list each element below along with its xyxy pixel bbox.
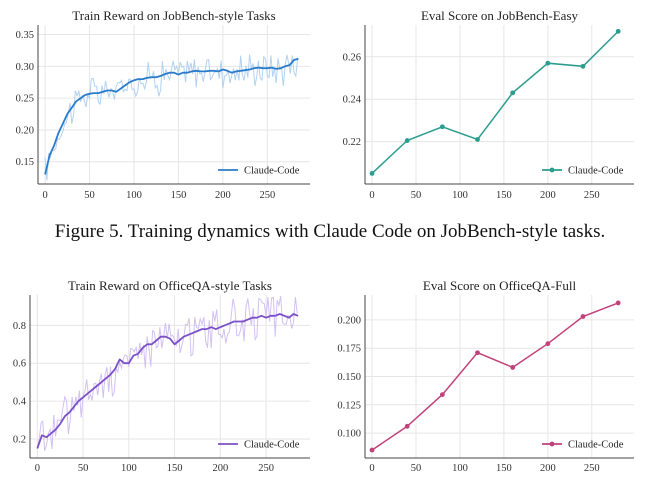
x-tick-label: 50 [84, 190, 95, 201]
data-point [510, 90, 516, 96]
x-tick-label: 0 [369, 463, 374, 474]
x-tick-label: 200 [212, 463, 228, 474]
data-point [404, 423, 410, 429]
series-line-claude-code [371, 302, 619, 451]
plot-area [38, 25, 310, 184]
x-tick-label: 150 [171, 190, 187, 201]
x-tick-label: 150 [167, 463, 183, 474]
chart-title: Train Reward on OfficeQA-style Tasks [68, 278, 272, 293]
data-point [404, 138, 410, 143]
data-point [545, 341, 551, 347]
data-point [545, 60, 551, 66]
x-tick-label: 200 [540, 463, 556, 474]
x-tick-label: 250 [584, 190, 600, 201]
chart-eval-officeqa-full: Eval Score on OfficeQA-Full 0 50 100 150 200 2… [330, 270, 660, 483]
y-tick-label: 0.26 [343, 52, 361, 63]
data-point [439, 392, 445, 398]
x-tick-label: 50 [411, 463, 422, 474]
chart-train-officeqa: Train Reward on OfficeQA-style Tasks 0 50 1… [0, 270, 330, 483]
y-tick-label: 0.15 [16, 157, 34, 168]
y-tick-label: 0.6 [13, 359, 26, 370]
y-tick-label: 0.125 [337, 400, 361, 411]
series-line-claude-code [36, 313, 299, 449]
y-tick-label: 0.22 [343, 137, 361, 148]
y-tick-label: 0.35 [16, 30, 34, 41]
x-tick-label: 250 [584, 463, 600, 474]
x-tick-label: 200 [215, 190, 231, 201]
x-tick-label: 150 [496, 463, 512, 474]
y-tick-label: 0.100 [337, 429, 361, 440]
data-point [475, 137, 480, 142]
data-point [580, 63, 586, 69]
series-line-claude-code [371, 30, 619, 174]
y-tick-label: 0.200 [337, 315, 361, 326]
figure-caption: Figure 5. Training dynamics with Claude … [54, 221, 606, 242]
x-tick-label: 100 [452, 463, 468, 474]
y-tick-label: 0.30 [16, 62, 34, 73]
plot-area [30, 295, 310, 458]
chart-train-jobbench-svg: Train Reward on JobBench-style Tasks 0 50 1… [16, 8, 310, 201]
x-tick-label: 50 [411, 190, 422, 201]
x-tick-label: 250 [258, 463, 274, 474]
x-tick-label: 50 [78, 463, 89, 474]
x-tick-label: 100 [126, 190, 142, 201]
chart-eval-jobbench-easy-svg: Eval Score on JobBench-Easy 0 50 100 150 200 2… [343, 8, 634, 201]
y-tick-label: 0.20 [16, 125, 34, 136]
data-point [615, 28, 621, 34]
y-tick-label: 0.8 [13, 321, 26, 332]
x-tick-label: 0 [369, 190, 374, 201]
chart-train-jobbench: Train Reward on JobBench-style Tasks 0 50 1… [0, 0, 330, 201]
legend-marker [549, 167, 555, 173]
legend-label: Claude-Code [568, 440, 624, 451]
y-tick-label: 0.25 [16, 94, 34, 105]
chart-title: Eval Score on OfficeQA-Full [423, 278, 577, 293]
y-tick-label: 0.24 [343, 95, 362, 106]
series-line-claude-code [44, 57, 299, 175]
y-tick-label: 0.150 [337, 372, 361, 383]
chart-train-officeqa-svg: Train Reward on OfficeQA-style Tasks 0 50 1… [13, 278, 310, 474]
x-tick-label: 250 [259, 190, 275, 201]
chart-eval-jobbench-easy: Eval Score on JobBench-Easy 0 50 100 150 200 2… [330, 0, 660, 201]
legend-label: Claude-Code [244, 166, 300, 177]
data-point [369, 447, 375, 453]
chart-title: Train Reward on JobBench-style Tasks [72, 8, 275, 23]
chart-eval-officeqa-full-svg: Eval Score on OfficeQA-Full 0 50 100 150 200 2… [337, 278, 634, 474]
legend-label: Claude-Code [244, 440, 300, 451]
y-tick-label: 0.175 [337, 344, 361, 355]
y-tick-label: 0.2 [13, 435, 26, 446]
x-tick-label: 0 [35, 463, 40, 474]
x-tick-label: 150 [496, 190, 512, 201]
raw-reward-trace [44, 54, 299, 181]
legend-marker [549, 441, 555, 447]
data-point [439, 124, 445, 130]
data-point [580, 314, 586, 319]
plot-area [365, 25, 634, 184]
legend-label: Claude-Code [568, 166, 624, 177]
x-tick-label: 200 [540, 190, 556, 201]
data-point [369, 171, 375, 176]
x-tick-label: 0 [42, 190, 47, 201]
data-point [475, 350, 480, 356]
data-point [510, 365, 516, 370]
x-tick-label: 100 [452, 190, 468, 201]
chart-title: Eval Score on JobBench-Easy [421, 8, 579, 23]
data-point [615, 300, 621, 306]
x-tick-label: 100 [121, 463, 137, 474]
y-tick-label: 0.4 [13, 397, 27, 408]
